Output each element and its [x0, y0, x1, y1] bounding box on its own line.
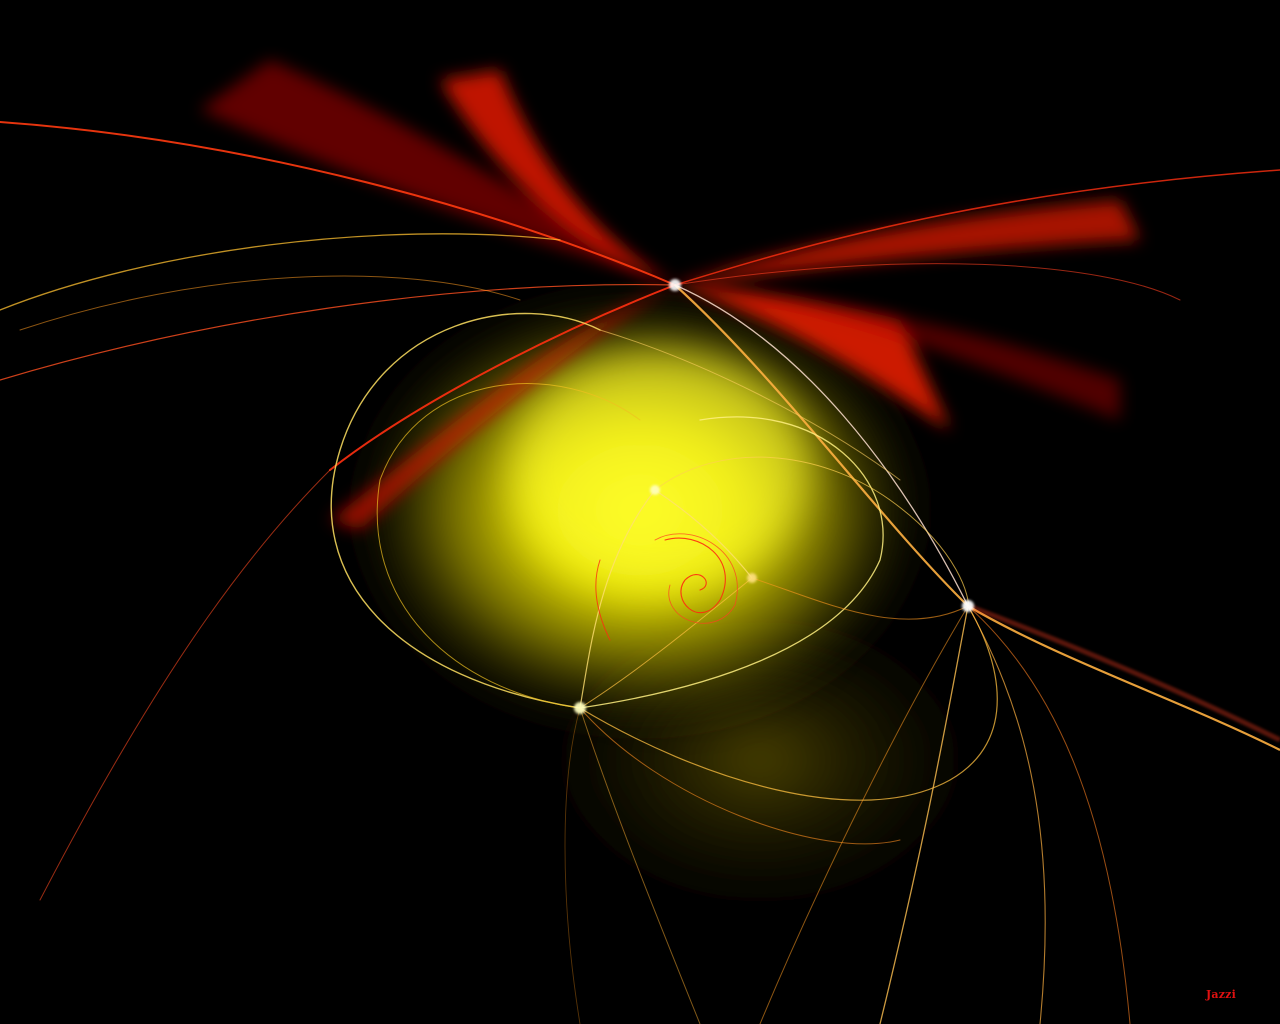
red-fan-right [675, 200, 1140, 430]
artist-signature: Jazzi [1206, 988, 1237, 1001]
bright-nodes [574, 279, 974, 714]
red-fan-left [200, 60, 675, 530]
golden-curves [0, 233, 1131, 1024]
red-lines [0, 121, 1280, 901]
yellow-core [340, 280, 940, 740]
inner-swirl [595, 533, 738, 641]
